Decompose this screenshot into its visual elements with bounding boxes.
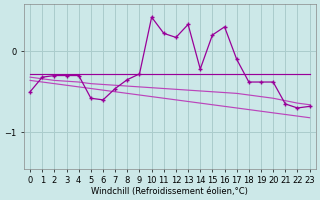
X-axis label: Windchill (Refroidissement éolien,°C): Windchill (Refroidissement éolien,°C) xyxy=(92,187,248,196)
